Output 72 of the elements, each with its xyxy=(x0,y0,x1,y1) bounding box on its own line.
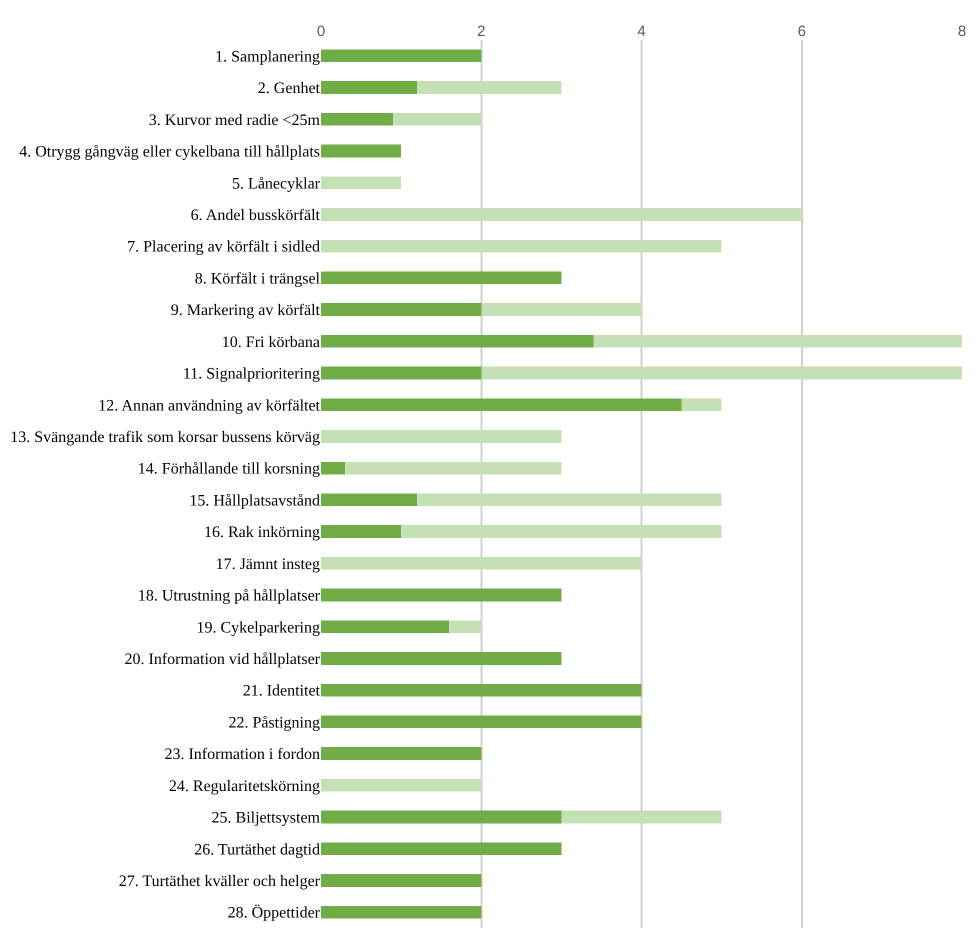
y-tick-label: 21. Identitet xyxy=(242,682,321,700)
y-tick-label: 8. Körfält i trängsel xyxy=(194,270,321,288)
y-tick-label: 11. Signalprioritering xyxy=(182,366,320,383)
x-tick-label: 0 xyxy=(316,23,326,40)
y-tick-label: 28. Öppettider xyxy=(228,904,321,922)
bar xyxy=(417,81,562,94)
y-tick-label: 18. Utrustning på hållplatser xyxy=(138,588,321,605)
y-tick-label: 16. Rak inkörning xyxy=(204,524,320,542)
y-tick-label: 26. Turtäthet dagtid xyxy=(194,841,320,858)
y-tick-label: 22. Påstigning xyxy=(228,714,320,732)
y-tick-label: 25. Biljettsystem xyxy=(212,810,321,827)
y-tick-label: 20. Information vid hållplatser xyxy=(124,651,321,668)
y-tick-label: 14. Förhållande till korsning xyxy=(138,460,320,478)
y-tick-label: 1. Samplanering xyxy=(215,48,320,66)
bar xyxy=(321,462,346,474)
bar xyxy=(321,81,418,94)
bar xyxy=(321,588,562,602)
y-tick-label: 15. Hållplatsavstånd xyxy=(189,492,320,510)
bar xyxy=(321,272,562,284)
bar xyxy=(321,620,450,634)
bar xyxy=(321,50,482,62)
bar xyxy=(321,716,642,728)
bar xyxy=(321,240,722,252)
bar xyxy=(321,684,642,696)
bar xyxy=(345,462,562,474)
bar xyxy=(401,525,722,538)
bar xyxy=(593,334,962,348)
bar xyxy=(481,366,962,380)
bar xyxy=(321,208,802,221)
bar xyxy=(321,906,482,918)
bar xyxy=(393,112,482,126)
y-tick-label: 9. Markering av körfält xyxy=(170,302,321,320)
y-tick-label: 3. Kurvor med radie <25m xyxy=(148,112,321,129)
bar xyxy=(481,303,642,316)
y-tick-label: 5. Lånecyklar xyxy=(232,175,321,192)
bar xyxy=(321,842,562,856)
y-tick-label: 10. Fri körbana xyxy=(222,334,320,351)
y-tick-label: 19. Cykelparkering xyxy=(196,619,320,636)
y-tick-label: 6. Andel busskörfält xyxy=(190,207,321,224)
bar xyxy=(321,176,402,190)
bar xyxy=(417,494,722,506)
bar xyxy=(321,144,402,158)
y-tick-label: 12. Annan användning av körfältet xyxy=(98,397,321,414)
bar xyxy=(321,430,562,443)
bar xyxy=(321,652,562,665)
bar xyxy=(561,810,722,824)
bar xyxy=(321,556,642,570)
bar xyxy=(321,747,482,760)
bar xyxy=(321,398,682,412)
bar xyxy=(321,112,394,126)
x-tick-label: 4 xyxy=(637,23,646,40)
bar xyxy=(682,398,722,412)
x-tick-label: 6 xyxy=(798,23,806,40)
bar xyxy=(321,303,482,316)
bar xyxy=(321,874,482,887)
bar xyxy=(321,334,594,348)
y-tick-label: 27. Turtäthet kväller och helger xyxy=(118,873,321,890)
bar xyxy=(321,494,418,506)
y-tick-label: 7. Placering av körfält i sidled xyxy=(127,238,320,256)
x-tick-label: 2 xyxy=(477,23,486,40)
bar xyxy=(321,366,482,380)
y-tick-label: 4. Otrygg gångväg eller cykelbana till hållplats xyxy=(19,144,320,161)
bar xyxy=(321,810,562,824)
y-tick-label: 23. Information i fordon xyxy=(164,746,320,764)
y-tick-label: 24. Regularitetskörning xyxy=(168,778,320,795)
y-tick-label: 17. Jämnt insteg xyxy=(216,556,320,573)
bar xyxy=(321,778,482,792)
bar xyxy=(321,525,402,538)
y-tick-label: 13. Svängande trafik som korsar bussens körväg xyxy=(10,429,320,446)
x-tick-label: 8 xyxy=(958,23,966,40)
y-tick-label: 2. Genhet xyxy=(258,80,321,98)
bar xyxy=(449,620,482,634)
